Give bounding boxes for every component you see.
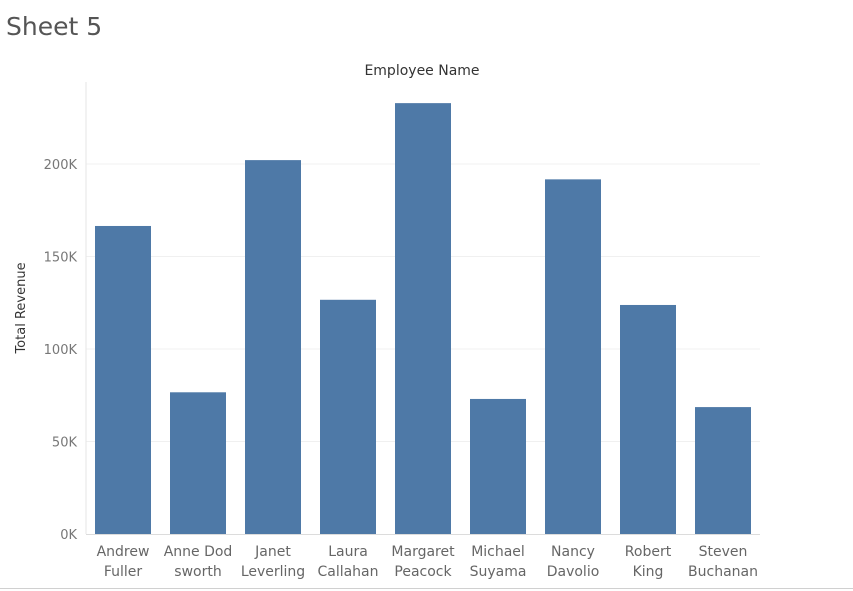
- chart-title: Employee Name: [364, 63, 479, 79]
- bars: [95, 103, 751, 535]
- bar[interactable]: [470, 398, 526, 534]
- x-tick-label: Andrew Fuller: [97, 544, 150, 580]
- bar[interactable]: [395, 103, 451, 534]
- x-tick-label: Laura Callahan: [317, 544, 378, 580]
- bar[interactable]: [545, 179, 601, 535]
- y-tick-label: 50K: [52, 436, 78, 451]
- x-tick-label: Nancy Davolio: [547, 544, 600, 580]
- y-tick-label: 100K: [44, 343, 78, 358]
- x-tick-label: Robert King: [625, 544, 672, 580]
- bar[interactable]: [620, 304, 676, 534]
- footer-divider: [0, 588, 853, 589]
- y-tick-label: 0K: [60, 528, 77, 543]
- bar[interactable]: [245, 160, 301, 535]
- x-tick-label: Michael Suyama: [470, 544, 527, 580]
- y-tick-label: 150K: [44, 251, 78, 266]
- bar[interactable]: [695, 407, 751, 534]
- y-tick-label: 200K: [44, 158, 78, 173]
- x-tick-label: Margaret Peacock: [391, 544, 455, 580]
- bar[interactable]: [95, 225, 151, 534]
- y-axis-label: Total Revenue: [14, 262, 29, 354]
- bar[interactable]: [320, 299, 376, 534]
- x-tick-label: Janet Leverling: [241, 544, 305, 580]
- sheet-title: Sheet 5: [6, 12, 103, 41]
- y-axis-ticks: 0K 50K 100K 150K 200K: [44, 158, 78, 543]
- x-tick-label: Anne Dod sworth: [164, 544, 233, 580]
- x-tick-label: Steven Buchanan: [688, 544, 758, 580]
- bar[interactable]: [170, 392, 226, 534]
